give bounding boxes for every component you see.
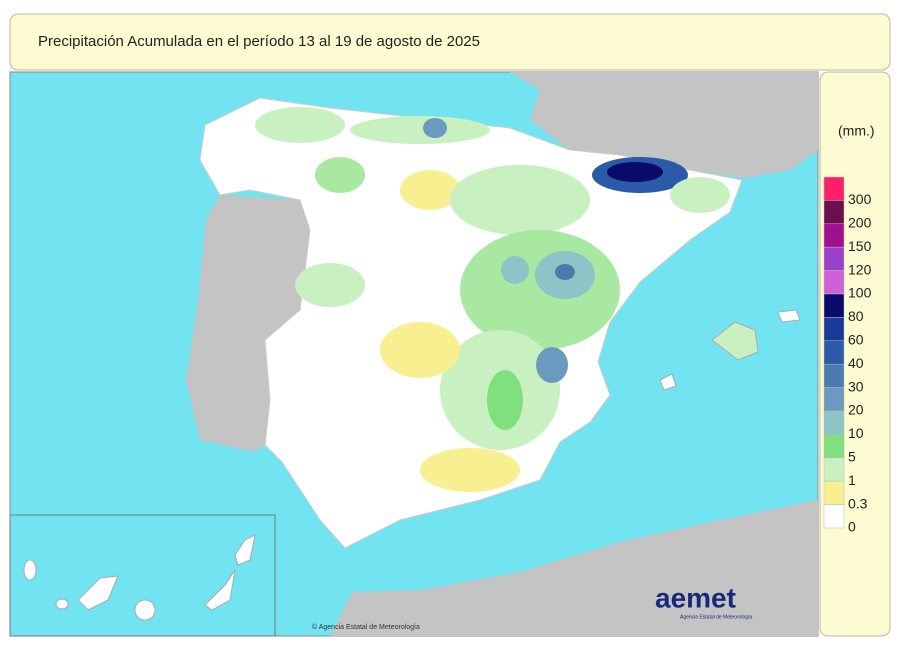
legend-label: 40	[848, 355, 864, 371]
credit: © Agencia Estatal de Meteorología	[312, 623, 420, 631]
legend-label: 1	[848, 472, 856, 488]
legend-swatch	[823, 176, 845, 201]
mallorca	[711, 321, 759, 361]
logo: aemet	[655, 582, 736, 613]
canary-islands	[23, 534, 256, 621]
legend-label: 60	[848, 332, 864, 348]
canary-inset	[9, 514, 276, 637]
africa	[330, 500, 818, 636]
legend-swatch	[823, 246, 845, 271]
map-title: Precipitación Acumulada en el período 13…	[38, 33, 480, 50]
legend-label: 200	[848, 215, 872, 231]
legend-swatch	[823, 504, 845, 529]
legend-swatch	[823, 410, 845, 435]
legend-label: 300	[848, 191, 872, 207]
legend-swatch	[823, 340, 845, 365]
legend-label: 5	[848, 449, 856, 465]
legend-swatch	[823, 293, 845, 318]
spain	[199, 97, 743, 549]
legend-swatch	[823, 270, 845, 295]
legend-swatch	[823, 363, 845, 388]
legend-label: 0	[848, 519, 856, 535]
legend-label: 10	[848, 425, 864, 441]
legend-label: 150	[848, 238, 872, 254]
legend-swatch	[823, 200, 845, 225]
legend-label: 100	[848, 285, 872, 301]
legend-unit: (mm.)	[838, 123, 875, 139]
menorca	[777, 309, 801, 323]
legend-label: 80	[848, 308, 864, 324]
portugal	[186, 195, 310, 452]
legend-swatch	[823, 317, 845, 342]
legend-swatch	[823, 457, 845, 482]
precip-areas	[255, 107, 730, 492]
logo-subtitle: Agencia Estatal de Meteorología	[680, 614, 752, 620]
legend-swatch	[823, 434, 845, 459]
legend-swatch	[823, 387, 845, 412]
legend-label: 0.3	[848, 495, 868, 511]
legend: 300 200 150 120 100 80 60 40 30 20 10 5 1 0.3 0	[823, 176, 872, 535]
ibiza	[659, 373, 677, 391]
legend-label: 20	[848, 402, 864, 418]
title-box	[9, 13, 891, 71]
legend-label: 30	[848, 378, 864, 394]
legend-label: 120	[848, 261, 872, 277]
legend-swatch	[823, 223, 845, 248]
legend-swatch	[823, 480, 845, 505]
